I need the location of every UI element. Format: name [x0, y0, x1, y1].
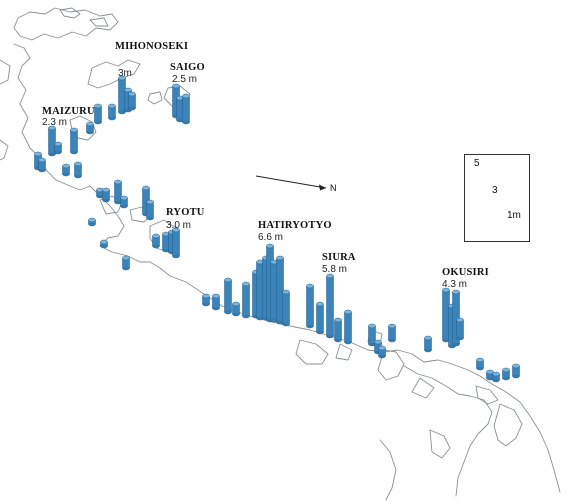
tsunami-bar [122, 255, 130, 271]
tsunami-bar [388, 323, 396, 343]
tsunami-bar [74, 161, 82, 179]
tsunami-bars [34, 75, 520, 383]
tsunami-bar [212, 293, 220, 311]
site-value-mihonoseki: 3m [118, 68, 132, 79]
tsunami-bar [502, 367, 510, 381]
site-label-okusiri: OKUSIRI [442, 267, 489, 278]
tsunami-bar [162, 231, 170, 253]
tsunami-bar [172, 227, 180, 259]
tsunami-bar [270, 259, 278, 323]
site-value-siura: 5.8 m [322, 264, 348, 275]
tsunami-bar [326, 273, 334, 339]
tsunami-bar [202, 293, 210, 307]
site-value-okusiri: 4.3 m [442, 279, 468, 290]
site-label-ryotu: RYOTU [166, 207, 205, 218]
tsunami-bar [88, 217, 96, 227]
tsunami-bar [96, 187, 104, 199]
tsunami-bar [38, 157, 46, 173]
site-label-siura: SIURA [322, 252, 356, 263]
tsunami-bar [102, 187, 110, 203]
site-label-hatiryotyo: HATIRYOTYO [258, 220, 332, 231]
site-value-saigo: 2.5 m [172, 74, 198, 85]
site-label-saigo: SAIGO [170, 62, 205, 73]
tsunami-bar [276, 255, 284, 325]
tsunami-bar [86, 121, 94, 135]
tsunami-bar [182, 93, 190, 125]
tsunami-bar [424, 335, 432, 353]
site-value-hatiryotyo: 6.6 m [258, 232, 284, 243]
north-arrow [255, 175, 327, 191]
site-value-ryotu: 3.0 m [166, 220, 192, 231]
legend-label-1m: 1m [507, 210, 521, 221]
tsunami-bar [62, 163, 70, 177]
tsunami-bar [114, 179, 122, 205]
site-label-maizuru: MAIZURU [42, 106, 95, 117]
tsunami-bar [512, 363, 520, 379]
tsunami-bar [476, 357, 484, 371]
tsunami-bar [378, 345, 386, 359]
tsunami-bar [54, 141, 62, 155]
coastline [0, 7, 561, 501]
tsunami-bar [456, 317, 464, 341]
tsunami-bar [316, 301, 324, 335]
tsunami-bar [152, 233, 160, 249]
site-value-maizuru: 2.3 m [42, 117, 68, 128]
legend-label-3: 3 [492, 185, 498, 196]
tsunami-bar [48, 125, 56, 157]
tsunami-bar [108, 103, 116, 121]
tsunami-bar [94, 103, 102, 125]
tsunami-bar [224, 277, 232, 315]
tsunami-bar [242, 281, 250, 319]
legend-label-5: 5 [474, 158, 480, 169]
tsunami-bar [334, 317, 342, 343]
tsunami-bar [128, 91, 136, 111]
north-label: N [330, 183, 337, 193]
tsunami-bar [120, 195, 128, 209]
tsunami-bar [306, 283, 314, 329]
tsunami-bar [344, 309, 352, 345]
tsunami-bar [282, 289, 290, 327]
tsunami-bar [232, 301, 240, 317]
tsunami-bar [486, 369, 494, 381]
tsunami-bar [492, 371, 500, 383]
tsunami-bar [100, 239, 108, 249]
tsunami-bar [118, 75, 126, 115]
tsunami-bar [146, 199, 154, 221]
tsunami-bar [176, 95, 184, 123]
height-legend [464, 154, 530, 242]
site-label-mihonoseki: MIHONOSEKI [115, 41, 189, 52]
tsunami-bar [70, 127, 78, 155]
